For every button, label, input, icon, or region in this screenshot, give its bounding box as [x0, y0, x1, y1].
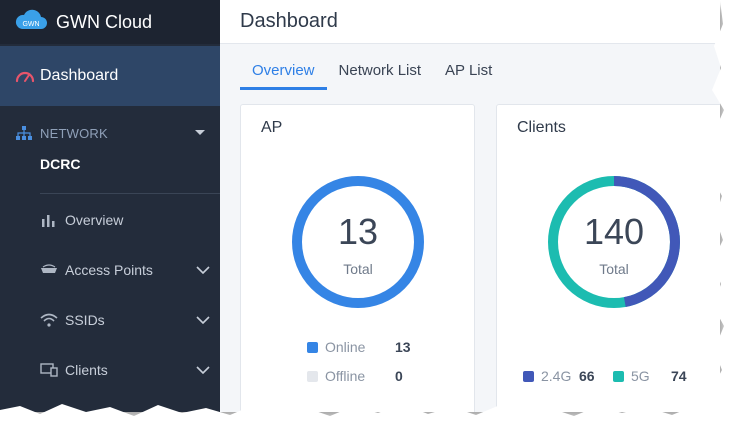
site-name[interactable]: DCRC [40, 156, 81, 172]
clients-legend: 2.4G 66 5G 74 [523, 368, 687, 384]
legend-label: Online [325, 339, 366, 355]
page-title: Dashboard [240, 10, 338, 32]
chevron-down-icon [196, 266, 210, 274]
sidebar-item-clients[interactable]: Clients [40, 359, 210, 381]
legend-value: 0 [395, 368, 403, 384]
divider [40, 193, 220, 194]
legend-value: 66 [579, 368, 595, 384]
brand-header[interactable]: GWN GWN Cloud [0, 0, 220, 44]
dashboard-tabs: Overview Network List AP List [240, 58, 504, 90]
tab-ap-list[interactable]: AP List [445, 62, 493, 79]
sidebar-item-label: Overview [65, 212, 124, 228]
page-header: Dashboard [220, 0, 720, 44]
sidebar-item-label: SSIDs [65, 312, 105, 328]
online-swatch [307, 341, 318, 353]
sidebar-item-dashboard[interactable]: Dashboard [0, 46, 220, 106]
logo-text: GWN [22, 21, 39, 28]
sidebar: GWN GWN Cloud Dashboard [0, 0, 220, 412]
clients-card-title: Clients [517, 119, 566, 136]
ap-donut-ring [292, 176, 424, 308]
tab-overview[interactable]: Overview [240, 58, 327, 90]
brand-name: GWN Cloud [56, 11, 153, 32]
sidebar-item-label: Clients [65, 362, 108, 378]
ap-card: AP 13 Total Online 13 Offline 0 [240, 104, 475, 412]
gwn-cloud-logo-icon: GWN [14, 9, 48, 36]
legend-value: 74 [671, 368, 687, 384]
sidebar-item-access-points[interactable]: Access Points [40, 259, 210, 281]
ap-total-label: Total [343, 261, 373, 277]
ap-total-value: 13 [337, 211, 379, 252]
network-section-toggle[interactable]: NETWORK [16, 122, 206, 144]
ap-legend-offline[interactable]: Offline 0 [307, 368, 403, 384]
tab-network-list[interactable]: Network List [338, 62, 422, 79]
chevron-down-icon [196, 316, 210, 324]
network-tree-icon [16, 126, 32, 140]
ap-legend-online[interactable]: Online 13 [307, 339, 411, 355]
sidebar-item-overview[interactable]: Overview [40, 209, 210, 231]
caret-down-icon [194, 129, 206, 137]
ap-card-title: AP [261, 119, 283, 136]
band-5g-swatch [613, 370, 624, 382]
clients-donut-ring [548, 176, 680, 308]
devices-icon [40, 363, 62, 377]
bar-chart-icon [40, 213, 62, 227]
legend-label: 2.4G [541, 368, 572, 384]
sidebar-item-label: Access Points [65, 262, 153, 278]
chevron-down-icon [196, 366, 210, 374]
clients-total-label: Total [599, 261, 629, 277]
sidebar-item-label: Dashboard [40, 67, 119, 84]
ap-donut-chart[interactable]: 13 Total [291, 175, 425, 309]
band-2-4g-swatch [523, 370, 534, 382]
legend-label: 5G [631, 368, 650, 384]
main-content: Dashboard Overview Network List AP List … [220, 0, 720, 412]
clients-donut-chart[interactable]: 140 Total [547, 175, 681, 309]
sidebar-item-ssids[interactable]: SSIDs [40, 309, 210, 331]
segment-2-4g [548, 176, 680, 308]
speedometer-icon [14, 68, 36, 84]
network-section-label: NETWORK [40, 125, 108, 141]
legend-label: Offline [325, 368, 366, 384]
app-window: GWN GWN Cloud Dashboard [0, 0, 720, 412]
clients-card: Clients 140 Total 2.4G 66 5G 74 [496, 104, 720, 412]
legend-value: 13 [395, 339, 411, 355]
wifi-icon [40, 313, 62, 327]
offline-swatch [307, 370, 318, 382]
clients-total-value: 140 [583, 211, 645, 252]
access-point-icon [40, 264, 62, 276]
